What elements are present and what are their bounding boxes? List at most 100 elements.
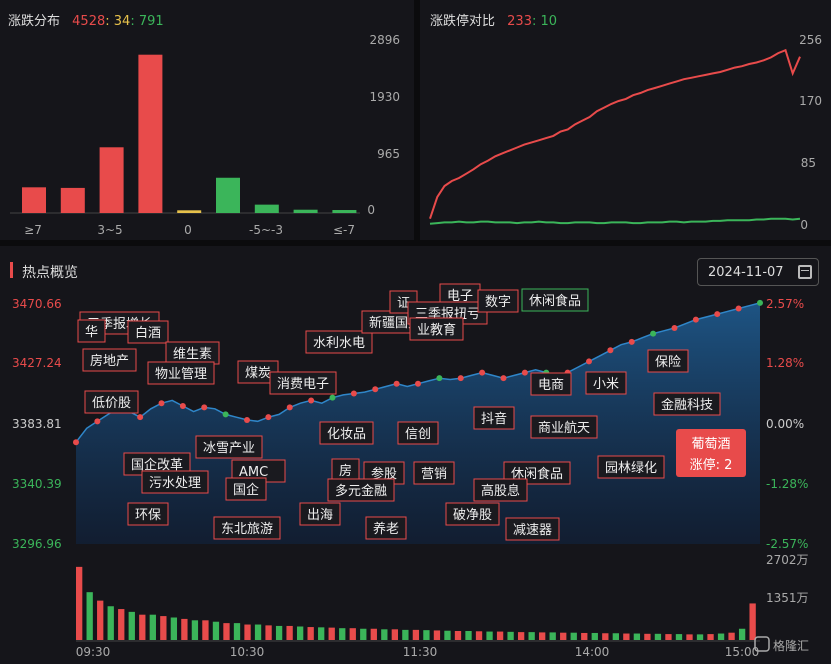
concept-tag: 低价股 <box>84 390 139 414</box>
concept-tag-box <box>195 435 263 459</box>
concept-tag-box <box>597 455 665 479</box>
volume-bar <box>360 628 367 640</box>
volume-bar <box>581 632 588 640</box>
concept-tag-box <box>147 361 215 385</box>
concept-tag: 化妆品 <box>319 421 374 445</box>
concept-tag-label: 物业管理 <box>155 367 207 382</box>
concept-tag-label: 破净股 <box>453 508 492 523</box>
price-dot <box>757 299 763 306</box>
volume-bar <box>296 626 304 640</box>
volume-bar <box>423 630 430 640</box>
concept-tag-label: 信创 <box>405 427 431 442</box>
volume-bar <box>570 632 577 640</box>
concept-tag-box <box>473 406 515 430</box>
concept-tag-box <box>473 478 528 502</box>
price-tick: 3383.81 <box>12 417 62 431</box>
concept-tag-label: 数字 <box>485 295 511 310</box>
concept-tag-box <box>409 317 464 341</box>
watermark: 格隆汇 <box>754 636 809 653</box>
watermark-text: 格隆汇 <box>773 638 809 653</box>
volume-bar <box>223 623 230 640</box>
volume-bar <box>349 628 356 640</box>
distribution-chart: 2896 1930 965 0 ≥7 3~5 0 -5~-3 ≤-7 <box>10 33 400 237</box>
concept-tag-label: 保险 <box>655 355 681 370</box>
volume-bar <box>433 630 441 640</box>
concept-tag: 房 <box>331 458 360 482</box>
volume-bar <box>233 623 241 640</box>
volume-bar <box>391 629 399 640</box>
volume-bar <box>475 631 483 640</box>
highlight-name: 葡萄酒 <box>691 437 730 452</box>
concept-tag-label: 化妆品 <box>327 427 366 442</box>
concept-tag: 国企 <box>225 477 267 501</box>
volume-bar <box>517 632 525 640</box>
vol-tick: 1351万 <box>766 591 809 605</box>
concept-tag-label: 白酒 <box>135 325 161 341</box>
price-dot <box>137 414 144 421</box>
concept-tag-box <box>82 348 137 372</box>
price-dot <box>415 380 421 387</box>
highlight-box <box>676 429 746 477</box>
volume-bar <box>654 633 662 640</box>
concept-tag-box <box>127 502 169 526</box>
highlight-detail: 涨停: 2 <box>690 457 733 473</box>
limit-series-line <box>429 217 801 225</box>
price-dot <box>244 416 250 423</box>
concept-tag-label: 营销 <box>421 467 447 482</box>
concept-tag-label: 参股 <box>371 466 397 482</box>
concept-tag-box <box>141 470 209 494</box>
concept-tag: 园林绿化 <box>597 455 665 479</box>
dist-bar <box>60 187 85 213</box>
distribution-title: 涨跌分布 <box>8 14 61 29</box>
date-picker[interactable]: 2024-11-07 <box>697 258 819 286</box>
price-dot <box>286 404 293 411</box>
concept-tag-label: 环保 <box>135 508 161 523</box>
price-dot <box>222 411 229 418</box>
price-tick: 3470.66 <box>12 297 62 311</box>
down-count: 791 <box>138 14 164 29</box>
dist-ytick: 965 <box>377 147 400 161</box>
volume-bar <box>675 634 683 640</box>
dist-xtick: -5~-3 <box>249 223 283 237</box>
concept-tag-box <box>397 421 439 445</box>
volume-bar <box>507 631 514 640</box>
volume-bar <box>412 629 420 640</box>
volume-bar <box>749 603 756 640</box>
concept-tag: 养老 <box>365 516 407 540</box>
concept-tag-box <box>319 421 374 445</box>
volume-bar <box>149 614 156 640</box>
price-dot <box>350 390 357 397</box>
concept-tag: 休闲食品 <box>521 288 589 312</box>
concept-tag: 污水处理 <box>141 470 209 494</box>
concept-tag-label: 休闲食品 <box>529 293 581 309</box>
concept-tag-label: 业教育 <box>417 322 456 338</box>
concept-tag-box <box>299 502 341 526</box>
section-marker <box>10 262 13 278</box>
price-dot <box>692 316 699 323</box>
concept-tag-box <box>305 330 373 354</box>
concept-tag-label: 国企 <box>233 482 259 498</box>
concept-tag: 金融科技 <box>653 392 721 416</box>
logo-icon <box>754 636 770 652</box>
concept-tag: 物业管理 <box>147 361 215 385</box>
concept-tag-box <box>653 392 721 416</box>
volume-bar <box>76 566 83 640</box>
pct-tick: -1.28% <box>766 477 808 491</box>
concept-tag-label: 抖音 <box>481 411 507 427</box>
concept-tag-label: 东北旅游 <box>221 522 273 537</box>
calendar-icon[interactable] <box>798 265 812 279</box>
concept-tag-box <box>521 288 589 312</box>
price-dot <box>329 394 336 401</box>
concept-tag-box <box>225 477 267 501</box>
volume-bar <box>86 592 93 640</box>
concept-tag-label: 煤炭 <box>245 366 271 381</box>
volume-bar <box>444 630 451 640</box>
volume-bar <box>265 625 272 640</box>
volume-bar <box>212 621 220 640</box>
volume-bar <box>286 625 293 640</box>
concept-tag-label: 小米 <box>593 377 619 392</box>
distribution-panel: 涨跌分布 4528: 34: 791 2896 1930 965 0 ≥7 3~… <box>0 0 414 240</box>
dist-bar <box>99 147 124 213</box>
volume-bar <box>170 617 178 640</box>
volume-bar <box>402 629 409 640</box>
